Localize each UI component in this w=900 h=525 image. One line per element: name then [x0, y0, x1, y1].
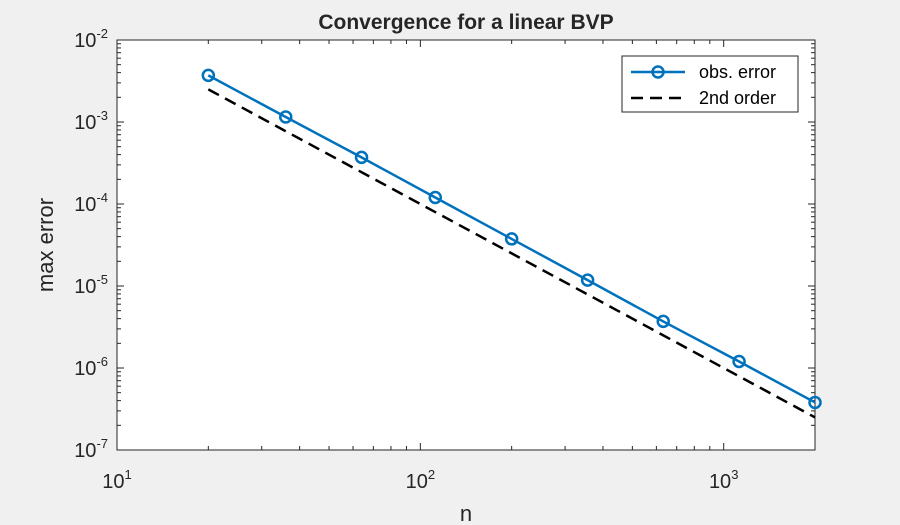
- y-tick-label: 10-3: [74, 108, 108, 134]
- x-tick-label: 101: [102, 467, 131, 493]
- y-tick-label: 10-5: [74, 272, 108, 298]
- y-axis-label: max error: [33, 198, 58, 292]
- legend-label-2nd-order: 2nd order: [699, 88, 776, 108]
- legend-marker-obs-error: [651, 65, 665, 79]
- series-line-obs-error: [207, 74, 816, 404]
- y-tick-label: 10-6: [74, 354, 108, 380]
- data-point-obs-error: [428, 190, 443, 205]
- data-point-obs-error: [580, 273, 595, 287]
- data-point-obs-error: [504, 232, 519, 246]
- x-axis-label: n: [460, 501, 472, 525]
- x-tick-label: 102: [406, 467, 435, 493]
- series-layer: [201, 68, 822, 419]
- x-tick-label: 103: [709, 467, 738, 493]
- data-point-obs-error: [656, 314, 670, 329]
- data-point-obs-error: [808, 395, 822, 410]
- axis-ticks: 101 102 103 10-2 10-3 10-4 10-5 10-6 10-7: [74, 26, 815, 493]
- data-point-obs-error: [354, 150, 369, 165]
- legend-label-obs-error: obs. error: [699, 62, 776, 82]
- y-tick-label: 10-7: [74, 436, 108, 462]
- legend: obs. error 2nd order: [621, 55, 799, 113]
- series-line-2nd-order: [207, 88, 816, 419]
- data-point-obs-error: [201, 68, 216, 83]
- legend-box: [621, 55, 799, 113]
- y-tick-label: 10-2: [74, 26, 108, 52]
- y-tick-label: 10-4: [74, 190, 108, 216]
- chart-title: Convergence for a linear BVP: [318, 11, 613, 34]
- data-point-obs-error: [732, 354, 746, 369]
- data-point-obs-error: [279, 110, 293, 124]
